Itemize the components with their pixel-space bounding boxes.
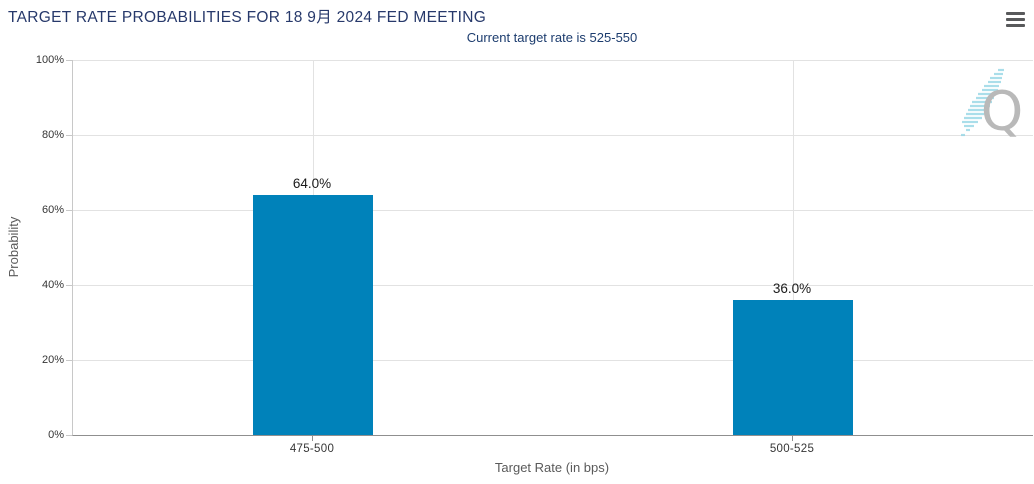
y-axis-tick-mark <box>66 210 72 211</box>
y-axis-tick-label: 80% <box>41 128 64 141</box>
gridline-horizontal <box>73 59 1033 61</box>
y-axis-tick-mark <box>66 360 72 361</box>
gridline-horizontal <box>73 209 1033 211</box>
gridline-horizontal <box>73 134 1033 136</box>
probability-bar[interactable] <box>253 195 373 435</box>
y-axis-tick-label: 100% <box>35 53 64 66</box>
chart-title: TARGET RATE PROBABILITIES FOR 18 9月 2024… <box>8 9 487 26</box>
probability-bar[interactable] <box>733 300 853 435</box>
x-axis-tick-mark <box>791 436 793 441</box>
y-axis-tick-label: 60% <box>41 203 64 216</box>
y-axis-tick-mark <box>66 285 72 286</box>
gridline-vertical <box>792 60 794 435</box>
x-axis-category-label: 500-525 <box>769 443 815 455</box>
chart-menu-button[interactable] <box>1002 6 1028 30</box>
hamburger-icon <box>1004 12 1026 27</box>
y-axis-tick-mark <box>66 135 72 136</box>
bar-value-label: 36.0% <box>772 281 812 296</box>
y-axis-tick-mark <box>66 60 72 61</box>
y-axis-tick-label: 20% <box>41 353 64 366</box>
x-axis-tick-mark <box>311 436 313 441</box>
y-axis-tick-label: 40% <box>41 278 64 291</box>
watermark-dashes <box>961 68 1004 137</box>
y-axis-tick-label: 0% <box>48 428 64 441</box>
x-axis-title: Target Rate (in bps) <box>494 460 610 475</box>
watermark-q-letter: Q <box>981 80 1024 140</box>
gridline-horizontal <box>73 284 1033 286</box>
x-axis-category-label: 475-500 <box>289 443 335 455</box>
y-axis-tick-mark <box>66 435 72 436</box>
bar-value-label: 64.0% <box>292 176 332 191</box>
chart-subtitle: Current target rate is 525-550 <box>466 30 638 45</box>
quandl-watermark: Q <box>961 68 1024 140</box>
gridline-horizontal <box>73 359 1033 361</box>
plot-area <box>72 59 1033 436</box>
